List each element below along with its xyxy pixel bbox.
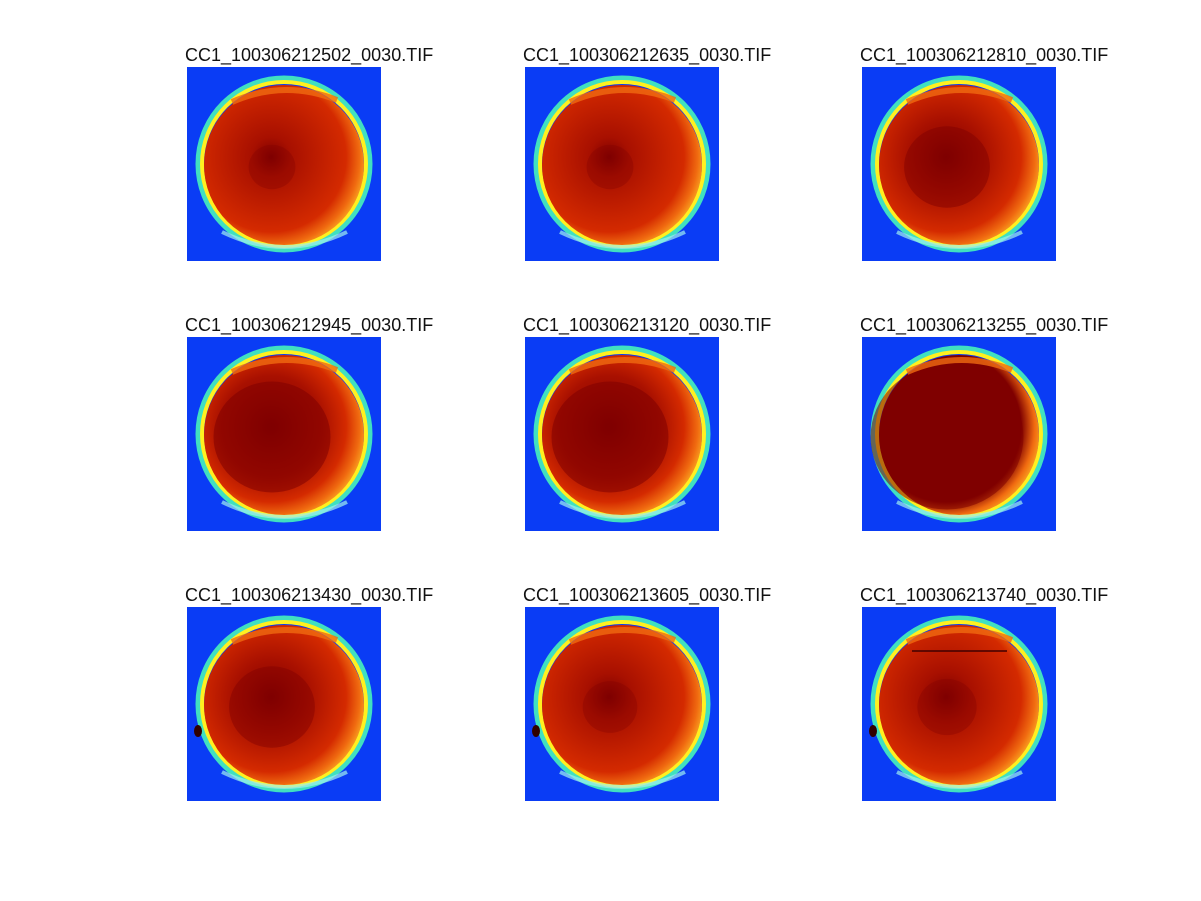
disk-rim bbox=[533, 615, 711, 793]
heat-disk bbox=[879, 85, 1039, 245]
heat-core bbox=[582, 681, 638, 733]
panel-title: CC1_100306212945_0030.TIF bbox=[185, 315, 434, 335]
edge-band bbox=[905, 357, 1014, 375]
panel-title: CC1_100306213740_0030.TIF bbox=[860, 585, 1109, 605]
edge-band bbox=[559, 230, 686, 249]
edge-band bbox=[568, 357, 677, 375]
heat-disk bbox=[204, 85, 364, 245]
heatmap-image bbox=[187, 337, 381, 531]
disk-rim bbox=[870, 75, 1048, 253]
edge-band bbox=[221, 500, 348, 519]
heatmap-image bbox=[525, 337, 719, 531]
heatmap-image bbox=[862, 607, 1056, 801]
heatmap-svg bbox=[525, 337, 719, 531]
heatmap-image bbox=[525, 67, 719, 261]
image-panel: CC1_100306213430_0030.TIF bbox=[185, 585, 437, 825]
heatmap-svg bbox=[187, 337, 381, 531]
heatmap-svg bbox=[187, 607, 381, 801]
heat-core bbox=[586, 144, 634, 190]
heatmap-image bbox=[862, 67, 1056, 261]
panel-title: CC1_100306213430_0030.TIF bbox=[185, 585, 434, 605]
heat-core bbox=[213, 381, 331, 493]
disk-rim bbox=[195, 615, 373, 793]
heatmap-svg bbox=[187, 67, 381, 261]
edge-band bbox=[896, 230, 1023, 249]
disk-rim bbox=[870, 615, 1048, 793]
panel-title: CC1_100306213255_0030.TIF bbox=[860, 315, 1109, 335]
heat-core bbox=[248, 144, 296, 190]
edge-band bbox=[221, 230, 348, 249]
heat-core bbox=[917, 678, 977, 736]
edge-band bbox=[230, 357, 339, 375]
heatmap-svg bbox=[862, 607, 1056, 801]
edge-band bbox=[221, 770, 348, 789]
heatmap-svg bbox=[862, 67, 1056, 261]
heat-core bbox=[870, 364, 1024, 510]
heat-core bbox=[229, 666, 315, 748]
panel-title: CC1_100306213120_0030.TIF bbox=[523, 315, 772, 335]
image-panel: CC1_100306213605_0030.TIF bbox=[523, 585, 775, 825]
dark-spot bbox=[869, 725, 877, 737]
edge-band bbox=[568, 87, 677, 105]
disk-rim bbox=[195, 345, 373, 523]
image-panel: CC1_100306212810_0030.TIF bbox=[860, 45, 1112, 285]
image-panel: CC1_100306213255_0030.TIF bbox=[860, 315, 1112, 555]
image-panel: CC1_100306213740_0030.TIF bbox=[860, 585, 1112, 825]
edge-band bbox=[230, 627, 339, 645]
heat-core bbox=[904, 126, 990, 208]
panel-title: CC1_100306212635_0030.TIF bbox=[523, 45, 772, 65]
heatmap-svg bbox=[525, 607, 719, 801]
heatmap-svg bbox=[525, 67, 719, 261]
image-panel: CC1_100306212502_0030.TIF bbox=[185, 45, 437, 285]
edge-band bbox=[230, 87, 339, 105]
heatmap-svg bbox=[862, 337, 1056, 531]
disk-rim bbox=[533, 75, 711, 253]
edge-band bbox=[559, 500, 686, 519]
heat-core bbox=[551, 381, 669, 493]
image-panel: CC1_100306212635_0030.TIF bbox=[523, 45, 775, 285]
heat-disk bbox=[542, 85, 702, 245]
disk-rim bbox=[533, 345, 711, 523]
edge-band bbox=[896, 770, 1023, 789]
edge-band bbox=[896, 500, 1023, 519]
edge-band bbox=[905, 87, 1014, 105]
heatmap-image bbox=[187, 607, 381, 801]
heat-disk bbox=[879, 625, 1039, 785]
panel-title: CC1_100306212810_0030.TIF bbox=[860, 45, 1109, 65]
edge-band bbox=[559, 770, 686, 789]
image-panel: CC1_100306212945_0030.TIF bbox=[185, 315, 437, 555]
heat-disk bbox=[204, 625, 364, 785]
dark-spot bbox=[532, 725, 540, 737]
panel-title: CC1_100306212502_0030.TIF bbox=[185, 45, 434, 65]
heat-disk bbox=[542, 625, 702, 785]
edge-band bbox=[568, 627, 677, 645]
edge-band bbox=[905, 627, 1014, 645]
panel-title: CC1_100306213605_0030.TIF bbox=[523, 585, 772, 605]
image-panel: CC1_100306213120_0030.TIF bbox=[523, 315, 775, 555]
heatmap-image bbox=[525, 607, 719, 801]
heatmap-image bbox=[187, 67, 381, 261]
heatmap-image bbox=[862, 337, 1056, 531]
dark-spot bbox=[194, 725, 202, 737]
disk-rim bbox=[195, 75, 373, 253]
